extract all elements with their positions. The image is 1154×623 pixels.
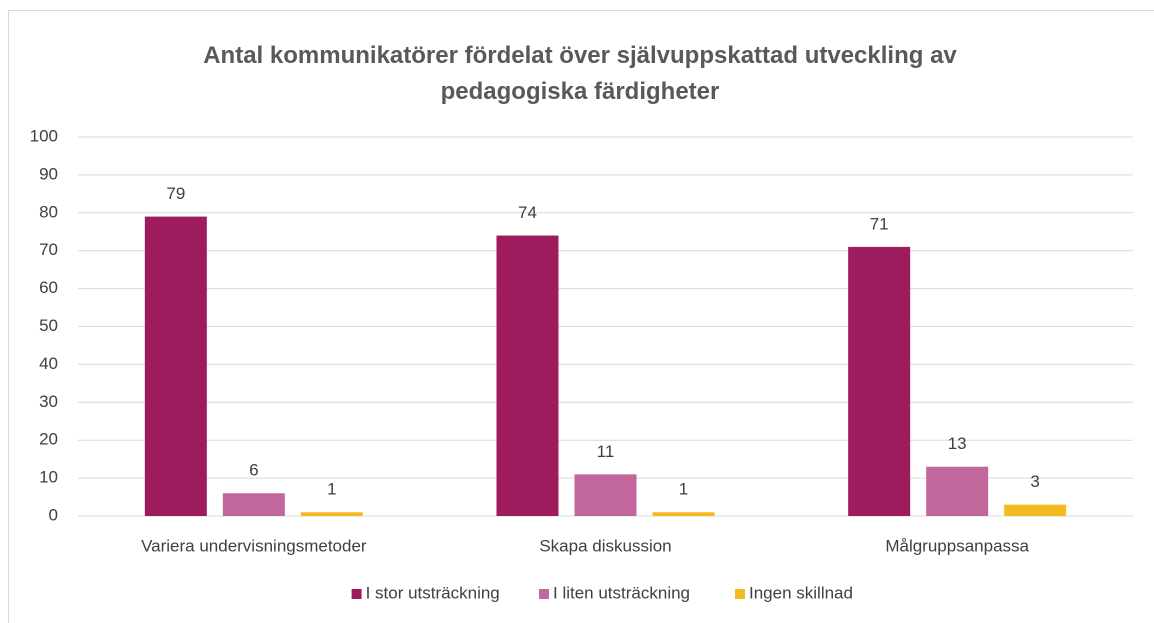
x-tick-label: Variera undervisningsmetoder: [141, 536, 367, 555]
data-label: 71: [870, 214, 889, 233]
bar: [848, 246, 911, 516]
chart-border: [8, 10, 1154, 623]
data-label: 79: [166, 184, 185, 203]
y-tick-label: 80: [39, 202, 58, 221]
y-tick-label: 20: [39, 430, 58, 449]
y-tick-label: 90: [39, 164, 58, 183]
x-tick-label: Skapa diskussion: [539, 536, 671, 555]
legend-swatch: [735, 589, 745, 599]
data-label: 1: [679, 480, 688, 499]
legend-swatch: [351, 589, 362, 599]
y-tick-label: 70: [39, 240, 58, 259]
legend-label: I stor utsträckning: [366, 583, 500, 602]
bar: [574, 474, 637, 516]
bar: [222, 493, 285, 516]
data-label: 13: [948, 434, 967, 453]
y-tick-label: 100: [30, 126, 58, 145]
chart-title: Antal kommunikatörer fördelat över själv…: [203, 42, 957, 105]
bar: [926, 466, 989, 516]
legend-label: Ingen skillnad: [749, 583, 853, 602]
bar: [652, 512, 715, 516]
x-tick-label: Målgruppsanpassa: [885, 536, 1029, 555]
y-tick-label: 40: [39, 354, 58, 373]
bar: [496, 235, 559, 517]
bar: [300, 512, 363, 516]
y-tick-label: 50: [39, 316, 58, 335]
data-label: 74: [518, 203, 537, 222]
data-label: 1: [327, 480, 336, 499]
y-tick-label: 60: [39, 278, 58, 297]
y-tick-label: 0: [49, 505, 58, 524]
data-label: 11: [597, 442, 615, 461]
bar: [1004, 504, 1067, 516]
data-label: 3: [1030, 472, 1039, 491]
y-tick-label: 10: [39, 468, 58, 487]
data-label: 6: [249, 461, 258, 480]
legend-label: I liten utsträckning: [553, 583, 690, 602]
bar: [144, 216, 207, 516]
y-tick-label: 30: [39, 392, 58, 411]
legend-swatch: [539, 589, 549, 599]
